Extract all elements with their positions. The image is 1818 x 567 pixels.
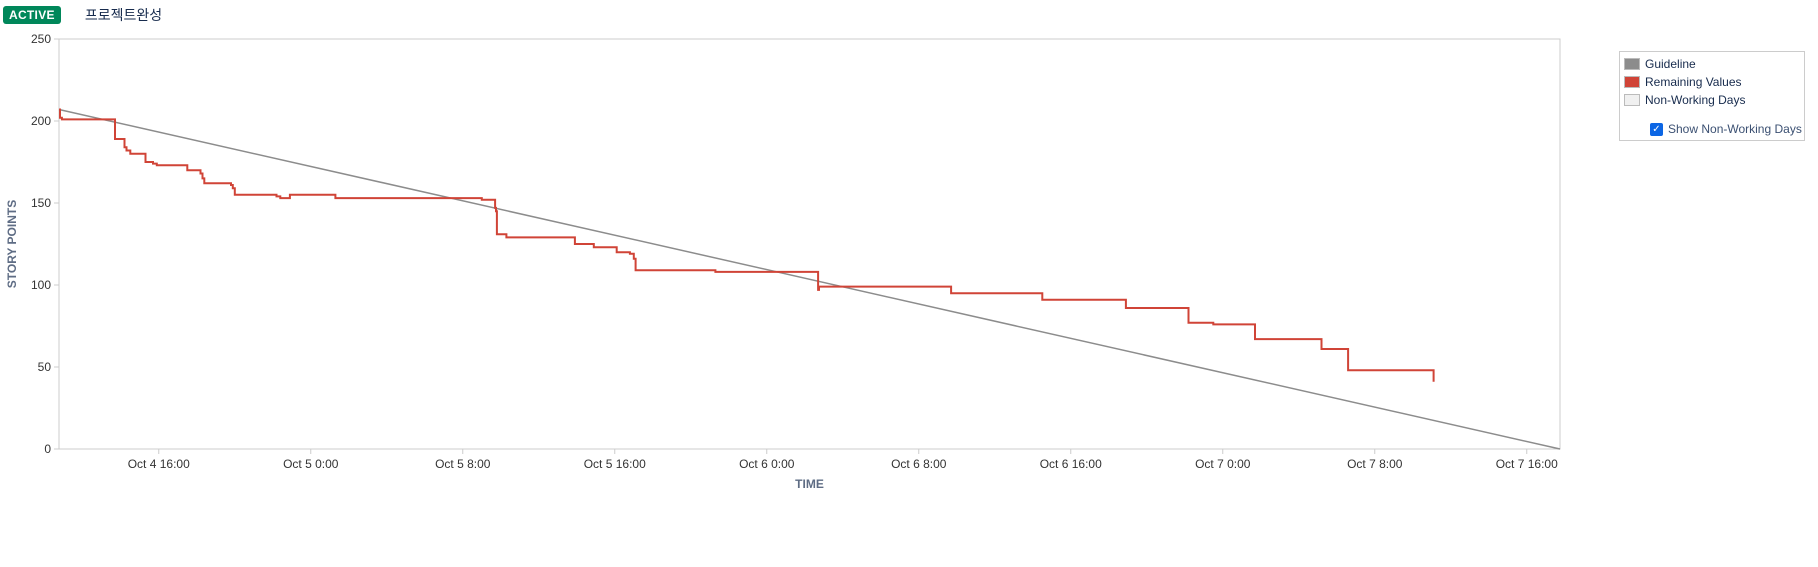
status-badge: ACTIVE [3, 6, 61, 24]
x-tick-label: Oct 7 16:00 [1496, 457, 1558, 471]
x-tick-label: Oct 6 8:00 [891, 457, 947, 471]
checkbox-label: Show Non-Working Days [1668, 122, 1802, 136]
plot-frame [58, 38, 1561, 450]
y-tick-label: 50 [38, 360, 52, 374]
x-tick-label: Oct 5 8:00 [435, 457, 491, 471]
x-tick-label: Oct 5 16:00 [584, 457, 646, 471]
chart-legend: Guideline Remaining Values Non-Working D… [1619, 51, 1805, 141]
legend-item-remaining-values[interactable]: Remaining Values [1624, 73, 1742, 91]
x-tick-label: Oct 6 16:00 [1040, 457, 1102, 471]
legend-swatch [1624, 76, 1640, 88]
legend-item-non-working-days[interactable]: Non-Working Days [1624, 91, 1745, 109]
y-tick-label: 100 [31, 278, 51, 292]
legend-label: Remaining Values [1645, 75, 1742, 89]
y-axis-title: STORY POINTS [5, 200, 19, 288]
legend-label: Guideline [1645, 57, 1696, 71]
sprint-name: 프로젝트완성 [84, 7, 163, 23]
show-non-working-days-toggle[interactable]: ✓ Show Non-Working Days [1650, 120, 1802, 138]
checkbox-checked-icon[interactable]: ✓ [1650, 122, 1663, 136]
y-tick-label: 0 [44, 442, 51, 456]
x-axis-title: TIME [795, 477, 824, 491]
sprint-header: ACTIVE 프로젝트완성 [3, 4, 162, 26]
legend-swatch [1624, 94, 1640, 106]
y-tick-label: 250 [31, 32, 51, 46]
x-tick-label: Oct 5 0:00 [283, 457, 339, 471]
y-axis: 0 50 100 150 200 250 [31, 32, 59, 456]
series-layer [58, 108, 1561, 450]
x-tick-label: Oct 7 0:00 [1195, 457, 1251, 471]
legend-swatch [1624, 58, 1640, 70]
x-tick-label: Oct 7 8:00 [1347, 457, 1403, 471]
series-line-guideline [58, 108, 1561, 450]
x-tick-label: Oct 6 0:00 [739, 457, 795, 471]
y-tick-label: 150 [31, 196, 51, 210]
legend-label: Non-Working Days [1645, 93, 1746, 107]
y-tick-label: 200 [31, 114, 51, 128]
x-axis: Oct 4 16:00 Oct 5 0:00 Oct 5 8:00 Oct 5 16:… [128, 449, 1558, 471]
x-tick-label: Oct 4 16:00 [128, 457, 190, 471]
series-line-remaining-values [59, 108, 1435, 382]
legend-item-guideline[interactable]: Guideline [1624, 55, 1696, 73]
